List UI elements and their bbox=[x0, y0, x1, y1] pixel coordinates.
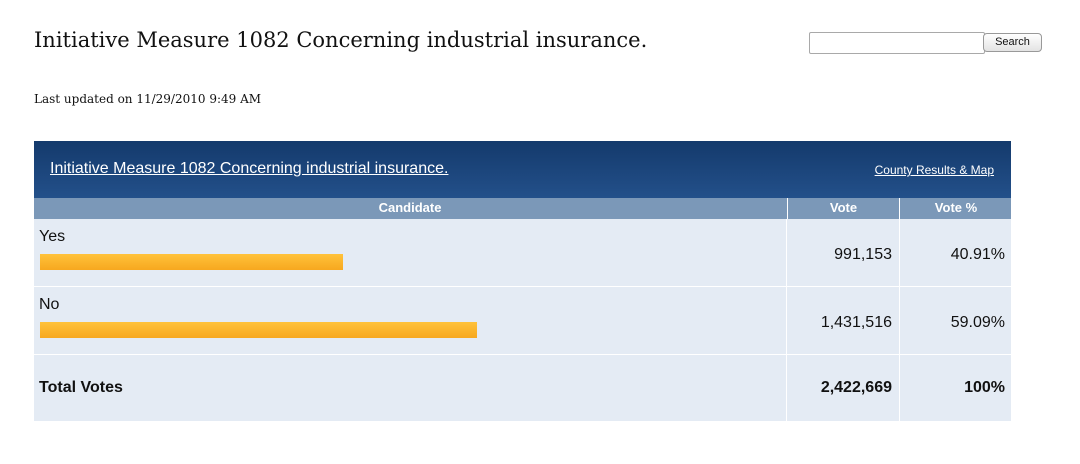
vote-count: 991,153 bbox=[834, 246, 892, 263]
vote-count: 1,431,516 bbox=[820, 314, 892, 331]
vote-cell: 991,153 bbox=[786, 219, 899, 286]
candidate-name: No bbox=[39, 296, 60, 313]
column-header-candidate: Candidate bbox=[378, 200, 442, 215]
search-input[interactable] bbox=[809, 32, 985, 54]
total-vote-count: 2,422,669 bbox=[820, 379, 892, 396]
vote-share-bar bbox=[40, 254, 343, 270]
last-updated-text: Last updated on 11/29/2010 9:49 AM bbox=[34, 92, 262, 106]
column-header-vote: Vote bbox=[787, 198, 899, 219]
column-header-vote-pct: Vote % bbox=[899, 198, 1012, 219]
table-row-no: No 1,431,516 59.09% bbox=[34, 287, 1011, 355]
vote-pct-cell: 59.09% bbox=[899, 287, 1012, 354]
table-row-yes: Yes 991,153 40.91% bbox=[34, 219, 1011, 287]
total-vote-cell: 2,422,669 bbox=[786, 355, 899, 421]
results-header: Initiative Measure 1082 Concerning indus… bbox=[34, 141, 1011, 198]
county-results-map-link[interactable]: County Results & Map bbox=[874, 163, 994, 177]
search-button[interactable]: Search bbox=[983, 33, 1042, 52]
vote-percent: 59.09% bbox=[950, 314, 1005, 331]
vote-percent: 40.91% bbox=[950, 246, 1005, 263]
vote-cell: 1,431,516 bbox=[786, 287, 899, 354]
vote-pct-cell: 40.91% bbox=[899, 219, 1012, 286]
total-pct-cell: 100% bbox=[899, 355, 1012, 421]
candidate-cell: No bbox=[34, 287, 786, 354]
total-label-cell: Total Votes bbox=[34, 355, 786, 421]
candidate-name: Yes bbox=[39, 228, 66, 245]
table-row-total: Total Votes 2,422,669 100% bbox=[34, 355, 1011, 421]
candidate-cell: Yes bbox=[34, 219, 786, 286]
total-votes-label: Total Votes bbox=[39, 379, 123, 396]
results-table: Initiative Measure 1082 Concerning indus… bbox=[34, 141, 1011, 421]
page-title: Initiative Measure 1082 Concerning indus… bbox=[34, 28, 648, 52]
column-header-row: Candidate Vote Vote % bbox=[34, 198, 1011, 219]
vote-share-bar bbox=[40, 322, 477, 338]
total-vote-percent: 100% bbox=[964, 379, 1005, 396]
measure-title-link[interactable]: Initiative Measure 1082 Concerning indus… bbox=[50, 160, 449, 177]
